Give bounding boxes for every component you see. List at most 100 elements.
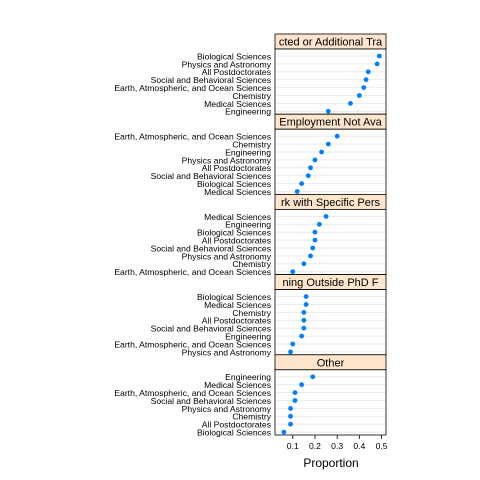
data-point xyxy=(292,398,298,403)
category-label: Social and Behavioral Sciences xyxy=(151,324,271,334)
x-tick-label: 0.5 xyxy=(376,441,388,451)
data-point xyxy=(299,382,305,388)
panel-plot-area xyxy=(275,209,386,275)
data-point xyxy=(310,245,316,251)
category-label: Physics and Astronomy xyxy=(182,347,272,357)
data-point xyxy=(376,53,382,59)
data-point xyxy=(288,421,293,427)
category-label: Biological Sciences xyxy=(197,428,271,438)
data-point xyxy=(308,165,313,171)
category-label: Physics and Astronomy xyxy=(182,251,272,261)
panel-title: rk with Specific Pers xyxy=(281,197,381,209)
data-point xyxy=(299,333,305,339)
data-point xyxy=(348,101,353,106)
data-point xyxy=(312,237,318,243)
category-label: Social and Behavioral Sciences xyxy=(151,75,271,85)
category-label: Chemistry xyxy=(232,140,271,150)
category-label: Biological Sciences xyxy=(197,292,271,302)
data-point xyxy=(312,157,318,163)
category-label: All Postdoctorates xyxy=(202,316,271,326)
data-point xyxy=(288,349,293,355)
category-label: Engineering xyxy=(225,332,271,342)
category-label: Physics and Astronomy xyxy=(182,155,272,165)
panel: Employment Not Ava Earth, Atmospheric, an… xyxy=(114,113,387,197)
x-tick-label: 0.4 xyxy=(353,441,365,451)
category-label: Medical Sciences xyxy=(204,212,271,222)
data-point xyxy=(288,406,293,411)
category-label: Engineering xyxy=(225,372,271,382)
category-label: Social and Behavioral Sciences xyxy=(151,243,271,253)
category-label: All Postdoctorates xyxy=(202,420,271,430)
data-point xyxy=(308,253,313,259)
category-label: Chemistry xyxy=(232,308,271,318)
category-label: Social and Behavioral Sciences xyxy=(151,396,271,406)
category-label: Chemistry xyxy=(232,259,271,269)
data-point xyxy=(281,429,287,435)
panel: cted or Additional Tra Biological Science… xyxy=(114,33,387,117)
category-label: Physics and Astronomy xyxy=(182,404,272,414)
panel-title: Other xyxy=(317,357,345,369)
panel-title: ning Outside PhD F xyxy=(283,277,379,289)
category-label: Earth, Atmospheric, and Ocean Sciences xyxy=(114,132,271,142)
category-label: Engineering xyxy=(225,107,271,117)
panel-plot-area xyxy=(275,49,386,115)
x-tick-label: 0.3 xyxy=(331,441,343,451)
panel-title: Employment Not Ava xyxy=(279,117,382,129)
category-label: All Postdoctorates xyxy=(202,163,271,173)
category-label: Earth, Atmospheric, and Ocean Sciences xyxy=(114,339,271,349)
data-point xyxy=(363,77,369,83)
category-label: Biological Sciences xyxy=(197,228,271,238)
category-label: Chemistry xyxy=(232,412,271,422)
category-label: Earth, Atmospheric, and Ocean Sciences xyxy=(114,388,271,398)
data-point xyxy=(305,173,311,179)
category-label: Medical Sciences xyxy=(204,187,271,197)
panel-border xyxy=(274,369,387,436)
category-label: Engineering xyxy=(225,147,271,157)
x-axis-label: Proportion xyxy=(303,456,358,470)
data-point xyxy=(294,189,300,194)
data-point xyxy=(290,269,296,275)
category-label: Chemistry xyxy=(232,91,271,101)
data-point xyxy=(301,317,307,323)
data-point xyxy=(299,181,305,187)
data-point xyxy=(325,141,331,147)
x-tick-label: 0.1 xyxy=(287,441,299,451)
panel: rk with Specific Pers Medical SciencesEng… xyxy=(114,193,387,277)
x-axis: 0.1 0.2 0.3 0.4 0.5 xyxy=(287,435,388,451)
category-label: Social and Behavioral Sciences xyxy=(151,171,271,181)
category-label: Medical Sciences xyxy=(204,99,271,109)
data-point xyxy=(292,390,298,395)
x-tick-label: 0.2 xyxy=(309,441,321,451)
data-point xyxy=(290,341,296,347)
data-point xyxy=(334,133,340,139)
data-point xyxy=(301,325,307,331)
data-point xyxy=(303,302,309,307)
data-point xyxy=(301,310,307,315)
category-label: Biological Sciences xyxy=(197,51,271,61)
category-label: Earth, Atmospheric, and Ocean Sciences xyxy=(114,267,271,277)
panel: ning Outside PhD F Biological SciencesMed… xyxy=(114,274,387,357)
category-label: Medical Sciences xyxy=(204,380,271,390)
category-label: Physics and Astronomy xyxy=(182,59,272,69)
data-point xyxy=(374,61,380,67)
data-point xyxy=(310,374,316,380)
category-label: All Postdoctorates xyxy=(202,67,271,77)
data-point xyxy=(317,221,322,227)
data-point xyxy=(312,229,318,235)
data-point xyxy=(361,85,367,90)
data-point xyxy=(301,261,307,267)
category-label: Biological Sciences xyxy=(197,179,271,189)
category-label: Engineering xyxy=(225,220,271,230)
data-point xyxy=(365,69,371,75)
panel-title: cted or Additional Tra xyxy=(279,37,383,49)
data-point xyxy=(356,93,362,98)
data-point xyxy=(323,214,329,219)
panel-plot-area xyxy=(275,129,386,195)
category-label: Earth, Atmospheric, and Ocean Sciences xyxy=(114,83,271,93)
data-point xyxy=(319,149,325,155)
category-label: Medical Sciences xyxy=(204,300,271,310)
category-label: All Postdoctorates xyxy=(202,236,271,246)
panels-layer: cted or Additional Tra Biological Science… xyxy=(114,33,387,438)
